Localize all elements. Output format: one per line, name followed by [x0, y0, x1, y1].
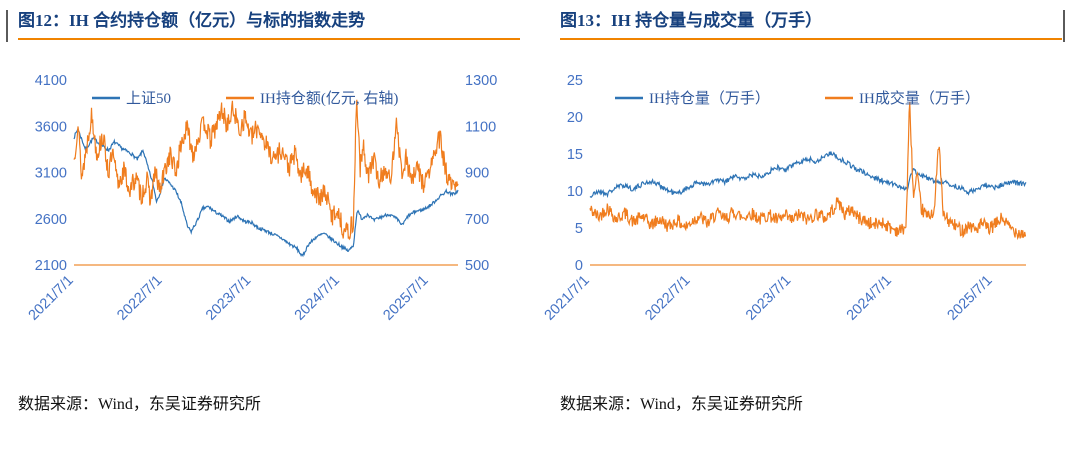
legend-label: IH成交量（万手） — [859, 89, 980, 107]
report-page: 图12：IH 合约持仓额（亿元）与标的指数走势 4100 3600 3100 2600… — [18, 8, 1062, 414]
series-line — [589, 151, 1027, 199]
chart-12-figure: 4100 3600 3100 2600 2100 1300 1100 900 700 500 202… — [18, 48, 520, 358]
right-axis-tick-label: 500 — [465, 258, 489, 274]
left-axis-tick-label: 3100 — [35, 166, 67, 182]
right-axis-tick-label: 700 — [465, 212, 489, 228]
chart-13-figure: 25 20 15 10 5 0 2021/7/1 2022/7/1 2023/7/1 2024/7… — [542, 48, 1062, 358]
chart-12-title: 图12：IH 合约持仓额（亿元）与标的指数走势 — [18, 11, 366, 30]
x-axis-tick-label: 2023/7/1 — [203, 273, 254, 324]
left-axis-tick-label: 0 — [575, 258, 583, 274]
x-axis-tick-label: 2024/7/1 — [292, 273, 343, 324]
series-line — [73, 99, 459, 241]
chart-13-title: 图13：IH 持仓量与成交量（万手） — [560, 11, 823, 30]
left-axis-tick-label: 20 — [567, 110, 583, 126]
left-axis-tick-label: 10 — [567, 184, 583, 200]
right-axis-tick-label: 1100 — [465, 119, 496, 135]
left-axis-tick-label: 25 — [567, 73, 583, 89]
left-axis-tick-label: 5 — [575, 221, 583, 237]
x-axis-tick-label: 2025/7/1 — [380, 273, 431, 324]
page-border-left — [6, 10, 8, 42]
x-axis-tick-label: 2022/7/1 — [642, 273, 693, 324]
right-axis-tick-label: 900 — [465, 166, 489, 182]
chart-column-13: 图13：IH 持仓量与成交量（万手） 25 20 15 10 5 0 2021/7/1 202… — [542, 8, 1062, 414]
chart-12-data-source: 数据来源：Wind，东吴证券研究所 — [18, 396, 261, 413]
left-axis-tick-label: 4100 — [35, 73, 67, 89]
x-axis-tick-label: 2021/7/1 — [542, 273, 593, 324]
chart-13-header: 图13：IH 持仓量与成交量（万手） — [560, 8, 1062, 40]
left-axis-tick-label: 3600 — [35, 119, 67, 135]
page-border-right — [1063, 10, 1065, 42]
chart-column-12: 图12：IH 合约持仓额（亿元）与标的指数走势 4100 3600 3100 2600… — [18, 8, 520, 414]
left-axis-tick-label: 15 — [567, 147, 583, 163]
x-axis-tick-label: 2024/7/1 — [844, 273, 895, 324]
x-axis-tick-label: 2021/7/1 — [26, 273, 77, 324]
chart-12-header: 图12：IH 合约持仓额（亿元）与标的指数走势 — [18, 8, 520, 40]
legend-label: IH持仓额(亿元, 右轴) — [260, 90, 398, 107]
legend-label: IH持仓量（万手） — [649, 90, 770, 107]
series-line — [589, 102, 1026, 241]
left-axis-tick-label: 2600 — [35, 212, 67, 228]
legend-label: 上证50 — [126, 90, 171, 107]
x-axis-tick-label: 2022/7/1 — [114, 273, 165, 324]
right-axis-tick-label: 1300 — [465, 73, 497, 89]
left-axis-tick-label: 2100 — [35, 258, 67, 274]
line-chart: 4100 3600 3100 2600 2100 1300 1100 900 700 500 202… — [26, 73, 498, 324]
x-axis-tick-label: 2025/7/1 — [944, 273, 995, 324]
chart-13-data-source: 数据来源：Wind，东吴证券研究所 — [560, 396, 803, 413]
x-axis-tick-label: 2023/7/1 — [743, 273, 794, 324]
series-line — [73, 127, 459, 258]
